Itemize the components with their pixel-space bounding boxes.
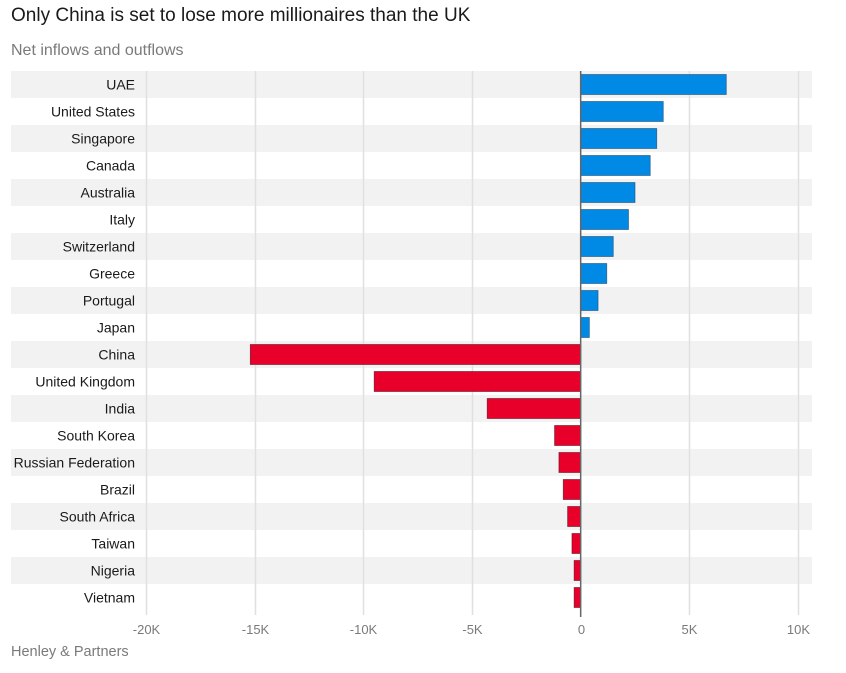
x-tick-label: 10K (787, 622, 810, 637)
category-label: Australia (81, 185, 136, 201)
category-label: India (105, 401, 136, 417)
bar-switzerland (580, 236, 614, 257)
bar-singapore (580, 128, 658, 149)
row-band (11, 233, 812, 260)
category-label: Portugal (83, 293, 135, 309)
x-tick-label: -5K (462, 622, 483, 637)
x-tick-labels: -20K -15K -10K -5K 0 5K 10K (133, 622, 811, 637)
chart-subtitle: Net inflows and outflows (11, 42, 184, 59)
bar-china (249, 344, 582, 365)
row-band (11, 503, 812, 530)
category-label: Italy (109, 212, 135, 228)
category-label: Vietnam (84, 590, 135, 606)
category-label: South Africa (60, 509, 136, 525)
bar-taiwan (571, 533, 582, 554)
category-labels: UAE United States Singapore Canada Australia… (14, 77, 136, 606)
bar-india (486, 398, 582, 419)
bar-japan (580, 317, 590, 338)
category-label: Russian Federation (14, 455, 135, 471)
category-label: Brazil (100, 482, 135, 498)
gridlines (145, 71, 800, 615)
bar-canada (580, 155, 651, 176)
x-tick-label: -10K (350, 622, 378, 637)
x-tick-label: 0 (578, 622, 585, 637)
x-tick-label: 5K (682, 622, 698, 637)
bar-uae (580, 74, 727, 95)
category-label: Taiwan (91, 536, 135, 552)
bar-south-korea (554, 425, 582, 446)
category-label: Switzerland (63, 239, 135, 255)
x-tick-label: -15K (242, 622, 270, 637)
source-note: Henley & Partners (11, 644, 129, 660)
bar-nigeria (573, 560, 582, 581)
x-tick-label: -20K (133, 622, 161, 637)
category-label: United Kingdom (35, 374, 135, 390)
bar-portugal (580, 290, 599, 311)
category-label: UAE (106, 77, 135, 93)
bar-united-states (580, 101, 664, 122)
bar-south-africa (567, 506, 582, 527)
category-label: Canada (86, 158, 135, 174)
category-label: Japan (97, 320, 135, 336)
bar-brazil (562, 479, 582, 500)
row-band (11, 449, 812, 476)
category-label: United States (51, 104, 135, 120)
category-label: China (98, 347, 135, 363)
category-label: South Korea (57, 428, 135, 444)
bar-italy (580, 209, 629, 230)
row-band (11, 125, 812, 152)
row-band (11, 287, 812, 314)
category-label: Singapore (71, 131, 135, 147)
category-label: Nigeria (91, 563, 136, 579)
bar-united-kingdom (373, 371, 582, 392)
row-band (11, 557, 812, 584)
chart-title: Only China is set to lose more millionai… (11, 5, 471, 26)
bar-russian-federation (558, 452, 582, 473)
bar-vietnam (573, 587, 582, 608)
row-bands (11, 71, 812, 584)
row-band (11, 179, 812, 206)
bars (249, 74, 727, 608)
row-band (11, 395, 812, 422)
bar-australia (580, 182, 636, 203)
bar-greece (580, 263, 608, 284)
category-label: Greece (89, 266, 135, 282)
